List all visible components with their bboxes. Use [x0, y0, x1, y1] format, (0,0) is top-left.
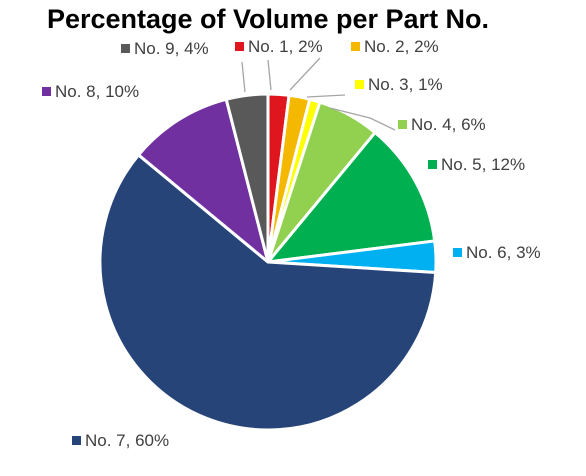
data-label: No. 4, 6% [411, 115, 486, 134]
legend-key [428, 160, 437, 169]
legend-key [72, 436, 81, 445]
pie-slice-no-7 [98, 153, 438, 432]
data-label: No. 7, 60% [85, 431, 169, 450]
legend-key [453, 248, 462, 257]
legend-key [235, 42, 244, 51]
leader-line [241, 61, 246, 93]
pie-slice-no-5 [266, 131, 437, 264]
leader-line [306, 94, 346, 98]
data-label: No. 8, 10% [55, 82, 139, 101]
pie-slice-no-9 [224, 92, 270, 264]
data-label: No. 5, 12% [441, 155, 525, 174]
data-label: No. 2, 2% [364, 37, 439, 56]
data-labels: No. 1, 2% No. 2, 2% No. 3, 1% No. 4, 6% No. … [42, 37, 541, 450]
legend-key [355, 80, 364, 89]
legend-key [121, 44, 130, 53]
leader-line [329, 107, 396, 131]
chart-title: Percentage of Volume per Part No. [47, 4, 489, 34]
leader-line [267, 59, 272, 91]
data-label: No. 3, 1% [368, 75, 443, 94]
data-label: No. 1, 2% [248, 37, 323, 56]
legend-key [351, 42, 360, 51]
legend-key [42, 87, 51, 96]
leader-lines [241, 57, 396, 131]
legend-key [398, 120, 407, 129]
leader-line [289, 57, 321, 91]
data-label: No. 6, 3% [466, 243, 541, 262]
data-label: No. 9, 4% [134, 39, 209, 58]
pie-slices [98, 92, 438, 432]
